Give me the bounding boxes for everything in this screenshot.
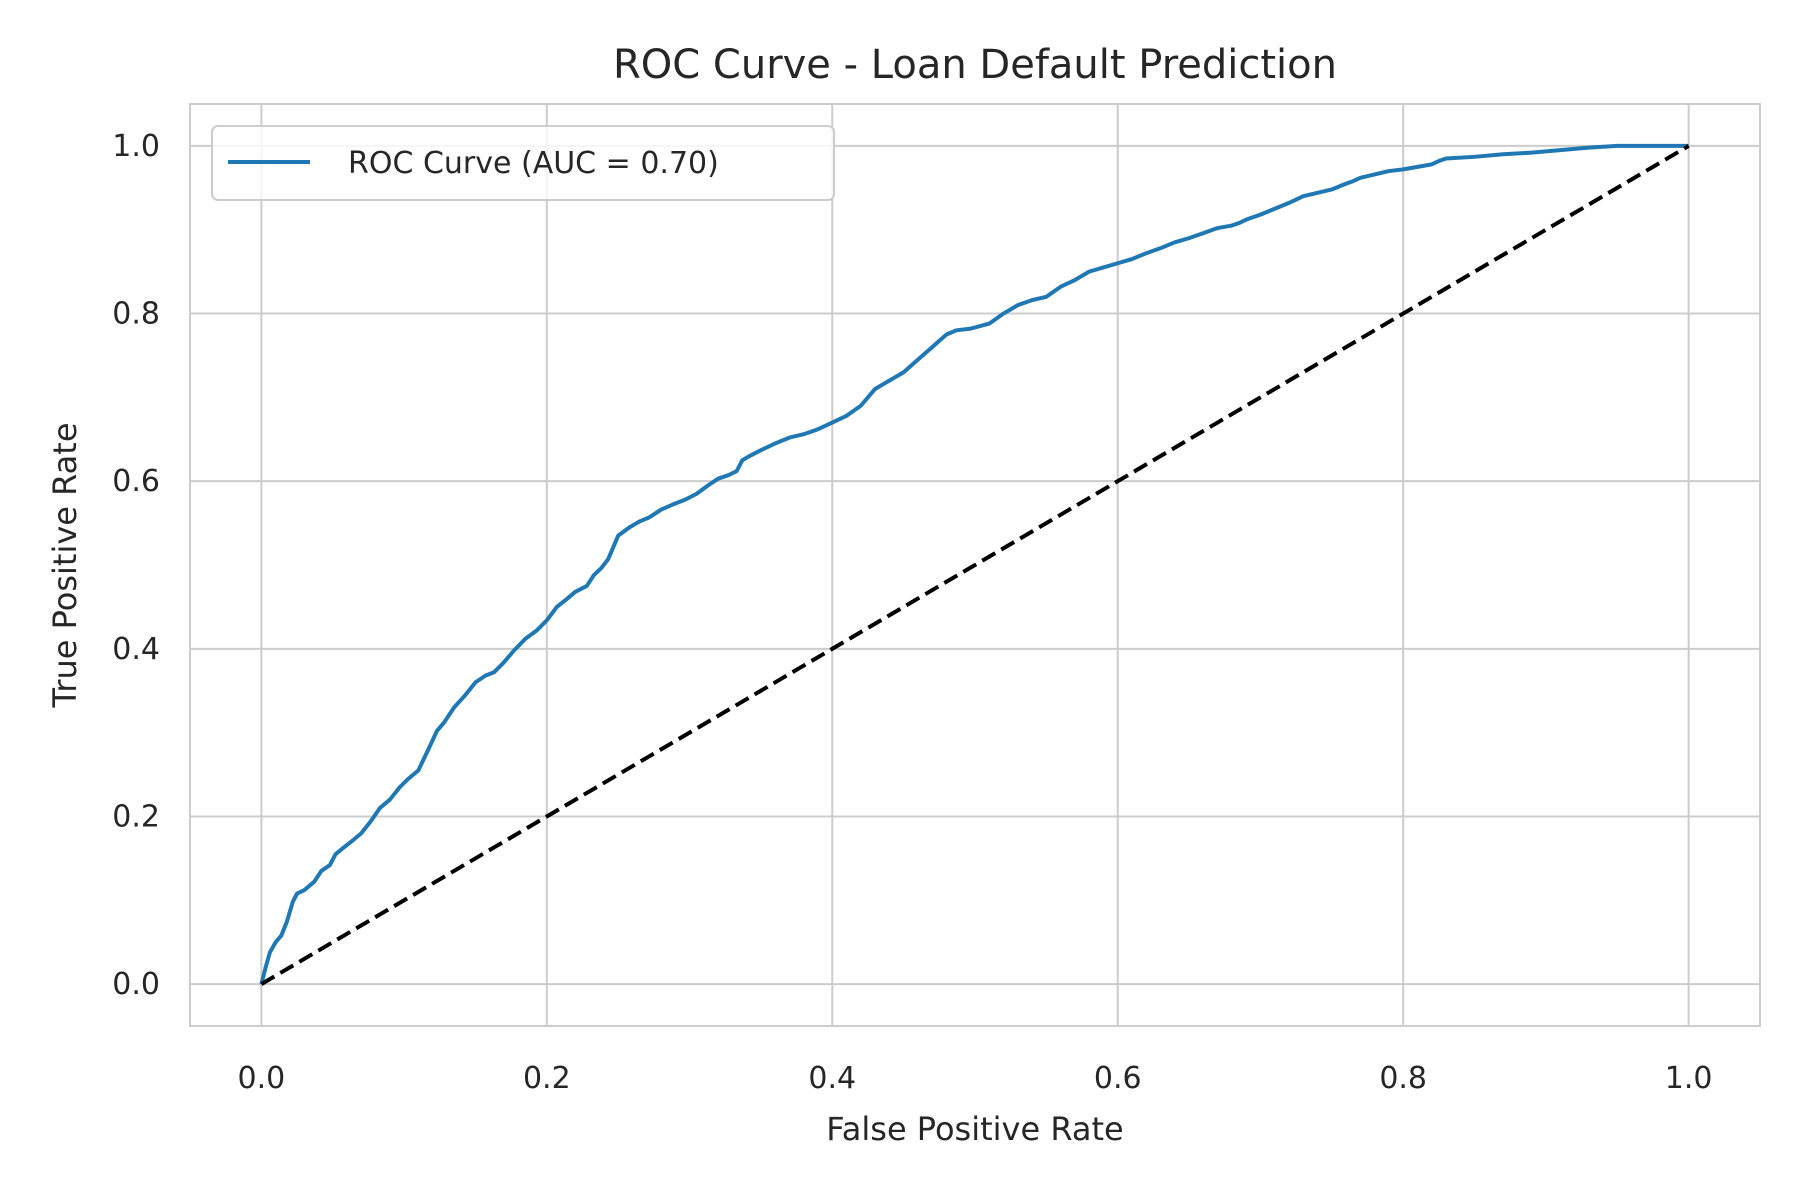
chart-title: ROC Curve - Loan Default Prediction	[613, 42, 1337, 88]
x-tick-labels: 0.0 0.2 0.4 0.6 0.8 1.0	[238, 1061, 1713, 1096]
plot-frame	[189, 103, 1761, 1027]
legend-box	[211, 125, 835, 201]
y-tick-labels: 0.0 0.2 0.4 0.6 0.8 1.0	[112, 129, 160, 1002]
x-tick-label: 0.0	[238, 1061, 286, 1096]
legend: ROC Curve (AUC = 0.70)	[211, 125, 835, 201]
y-tick-label: 0.0	[112, 967, 160, 1002]
y-axis-label: True Positive Rate	[46, 422, 84, 708]
series-lines	[259, 143, 1690, 986]
x-tick-label: 1.0	[1665, 1061, 1713, 1096]
x-tick-label: 0.4	[808, 1061, 856, 1096]
random-baseline-line	[260, 144, 1690, 986]
y-tick-label: 0.2	[112, 799, 160, 834]
y-tick-label: 1.0	[112, 129, 160, 164]
roc-curve-line	[259, 143, 1689, 985]
x-axis-label: False Positive Rate	[826, 1110, 1123, 1148]
x-tick-label: 0.2	[523, 1061, 571, 1096]
x-tick-label: 0.8	[1379, 1061, 1427, 1096]
y-tick-label: 0.4	[112, 632, 160, 667]
y-tick-label: 0.8	[112, 297, 160, 332]
legend-label-roc: ROC Curve (AUC = 0.70)	[348, 146, 719, 181]
x-tick-label: 0.6	[1094, 1061, 1142, 1096]
y-tick-label: 0.6	[112, 464, 160, 499]
